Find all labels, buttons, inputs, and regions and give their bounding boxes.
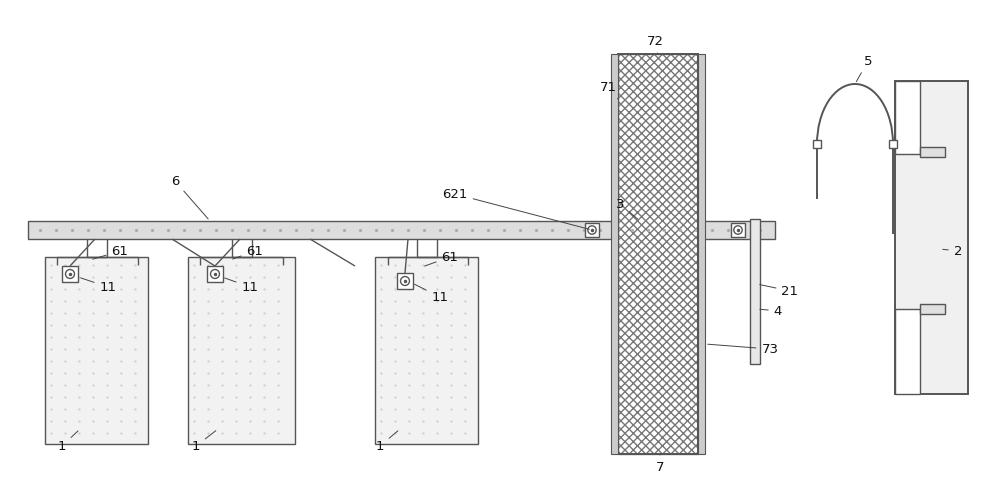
Bar [28, 222, 775, 240]
Text: 6: 6 [171, 175, 208, 220]
Bar [45, 258, 148, 444]
Text: 3: 3 [616, 198, 638, 220]
Bar [188, 258, 295, 444]
Text: 11: 11 [414, 285, 449, 304]
Text: 1: 1 [192, 431, 216, 452]
Text: 7: 7 [656, 454, 664, 473]
Text: 72: 72 [646, 36, 664, 54]
Text: 2: 2 [943, 245, 962, 258]
Text: 21: 21 [760, 285, 798, 298]
Text: 73: 73 [708, 343, 778, 356]
Text: 61: 61 [425, 251, 458, 266]
Bar [62, 266, 78, 283]
Text: 61: 61 [93, 245, 128, 260]
Text: 61: 61 [233, 245, 263, 260]
Bar [698, 55, 705, 454]
Bar [889, 141, 897, 149]
Text: 11: 11 [81, 278, 117, 294]
Bar [618, 55, 698, 454]
Text: 5: 5 [856, 55, 872, 82]
Bar [375, 258, 478, 444]
Text: 621: 621 [442, 188, 589, 230]
Text: 1: 1 [58, 431, 78, 452]
Bar [207, 266, 223, 283]
Bar [920, 305, 945, 314]
Bar [920, 148, 945, 158]
Bar [611, 55, 618, 454]
Bar [895, 309, 920, 394]
Text: 4: 4 [760, 305, 782, 318]
Text: 11: 11 [225, 278, 259, 294]
Text: 71: 71 [600, 81, 618, 100]
Bar [397, 273, 413, 289]
Bar [585, 224, 599, 238]
Bar [895, 82, 968, 394]
Bar [750, 220, 760, 364]
Bar [895, 82, 920, 155]
Bar [731, 224, 745, 238]
Text: 1: 1 [376, 431, 398, 452]
Bar [813, 141, 821, 149]
Bar [618, 55, 698, 454]
